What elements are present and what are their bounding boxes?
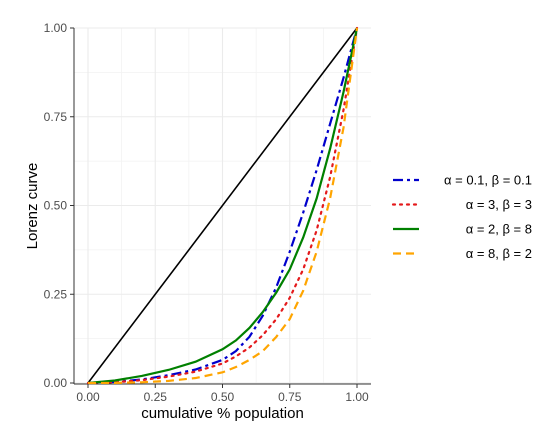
series-line-1 bbox=[87, 27, 359, 385]
y-axis-ticks: 0.00 0.25 0.50 0.75 1.00 bbox=[44, 21, 74, 390]
y-axis-title: Lorenz curve bbox=[24, 163, 41, 250]
x-tick-label: 0.00 bbox=[76, 390, 100, 404]
y-tick-label: 0.00 bbox=[44, 376, 68, 390]
series-line-4 bbox=[87, 27, 359, 385]
x-tick-label: 0.50 bbox=[211, 390, 235, 404]
equality-line bbox=[87, 27, 358, 384]
x-tick-label: 1.00 bbox=[345, 390, 369, 404]
y-tick-label: 1.00 bbox=[44, 21, 68, 35]
series-layer bbox=[86, 26, 359, 385]
x-tick-label: 0.25 bbox=[144, 390, 168, 404]
y-tick-label: 0.25 bbox=[44, 287, 68, 301]
legend: α = 0.1, β = 0.1 α = 3, β = 3 α = 2, β = 8… bbox=[391, 173, 532, 261]
y-tick-label: 0.50 bbox=[44, 199, 68, 213]
x-axis-ticks: 0.00 0.25 0.50 0.75 1.00 bbox=[76, 384, 369, 404]
x-tick-label: 0.75 bbox=[278, 390, 302, 404]
legend-label-3: α = 2, β = 8 bbox=[466, 222, 532, 237]
x-axis-title: cumulative % population bbox=[141, 405, 304, 422]
legend-label-1: α = 0.1, β = 0.1 bbox=[444, 173, 532, 188]
series-line-2 bbox=[86, 26, 359, 385]
series-line-3 bbox=[87, 27, 359, 385]
legend-label-2: α = 3, β = 3 bbox=[466, 197, 532, 212]
legend-label-4: α = 8, β = 2 bbox=[466, 246, 532, 261]
y-tick-label: 0.75 bbox=[44, 110, 68, 124]
